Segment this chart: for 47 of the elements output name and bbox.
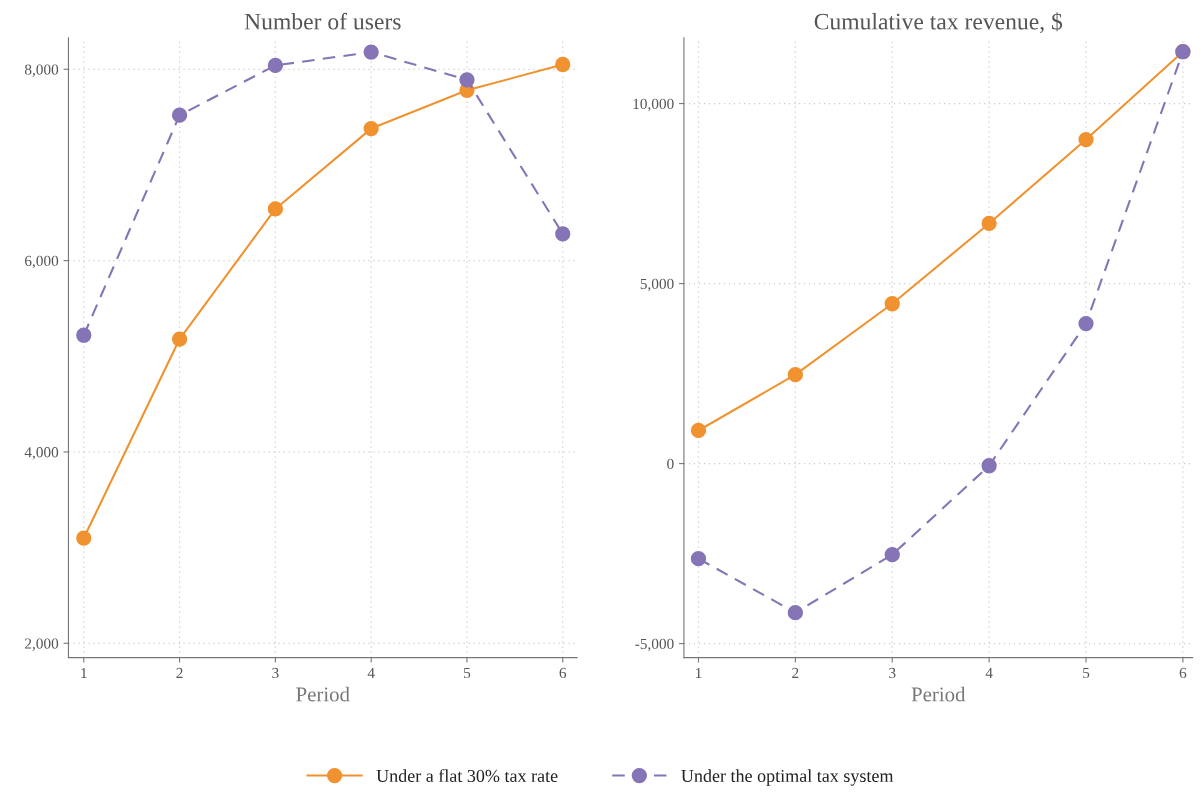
y-tick-label: 10,000 xyxy=(633,98,674,112)
x-tick-label: 2 xyxy=(176,667,183,678)
x-tick-label: 6 xyxy=(559,667,567,679)
point xyxy=(171,331,188,347)
y-tick-label: 6,000 xyxy=(25,255,59,269)
point xyxy=(690,422,707,439)
point xyxy=(787,367,803,383)
legend-label: Under a flat 30% tax rate xyxy=(376,769,558,783)
point xyxy=(690,550,707,567)
point xyxy=(1078,131,1094,148)
point xyxy=(1078,315,1094,332)
x-tick-label: 4 xyxy=(367,667,375,678)
chart-title: Cumulative tax revenue, $ xyxy=(814,12,1063,33)
point xyxy=(459,72,475,88)
point xyxy=(555,56,571,73)
x-tick-label: 4 xyxy=(985,667,993,678)
y-tick-label: 5,000 xyxy=(640,278,674,292)
x-tick-label: 5 xyxy=(1083,667,1090,679)
x-tick-label: 3 xyxy=(889,667,896,679)
point xyxy=(76,327,92,343)
point xyxy=(76,530,92,546)
x-axis-title: Period xyxy=(911,686,966,702)
point xyxy=(884,296,900,312)
x-tick-label: 5 xyxy=(464,667,471,679)
y-tick-label: 0 xyxy=(667,458,674,470)
point xyxy=(363,120,379,137)
x-tick-label: 2 xyxy=(792,667,799,678)
x-tick-label: 3 xyxy=(272,667,279,679)
x-tick-label: 1 xyxy=(81,667,87,678)
point xyxy=(363,44,379,60)
chart-title: Number of users xyxy=(244,12,401,30)
y-tick-label: 2,000 xyxy=(25,638,59,651)
point xyxy=(555,226,571,242)
point xyxy=(884,547,900,563)
y-tick-label: -5,000 xyxy=(635,638,674,652)
point xyxy=(787,604,803,621)
x-axis-title: Period xyxy=(296,686,350,702)
point xyxy=(981,215,997,232)
x-tick-label: 6 xyxy=(1179,667,1187,679)
point xyxy=(267,57,284,74)
point xyxy=(267,201,284,217)
point xyxy=(981,458,997,474)
point xyxy=(171,107,188,123)
x-tick-label: 1 xyxy=(695,667,702,678)
y-tick-label: 8,000 xyxy=(24,64,59,77)
legend-label: Under the optimal tax system xyxy=(681,769,894,786)
y-tick-label: 4,000 xyxy=(24,447,59,460)
